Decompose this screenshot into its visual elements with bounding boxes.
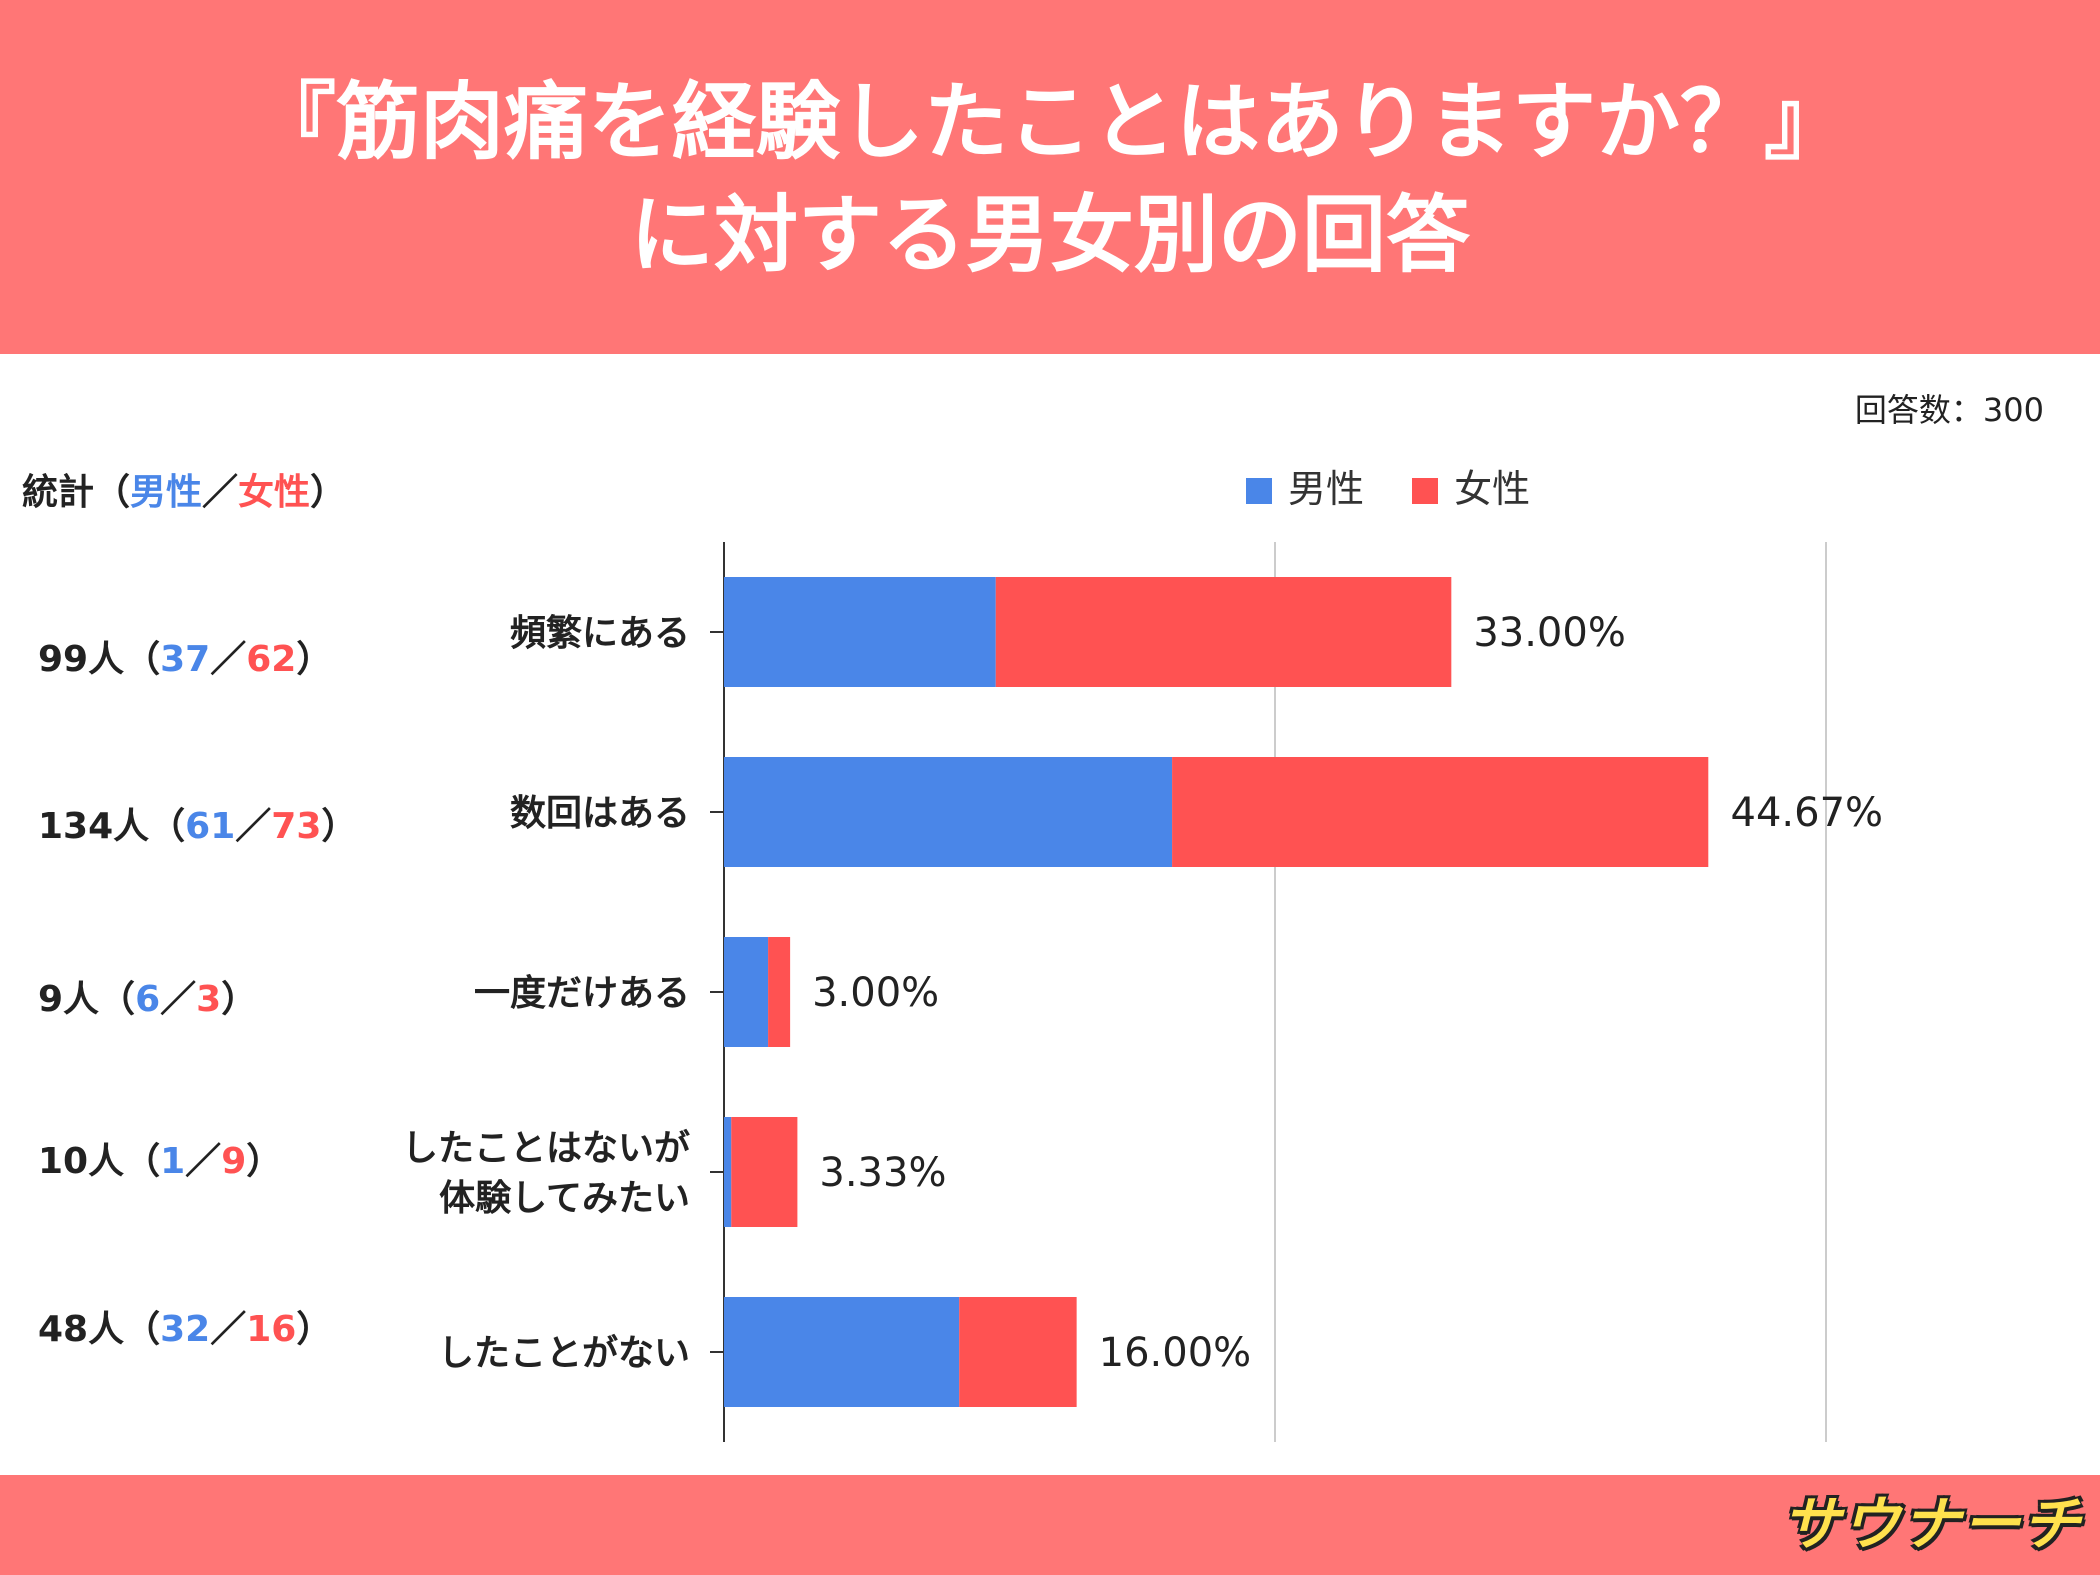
chart-legend: 男性 女性 [1246, 458, 1566, 513]
legend-label-female: 女性 [1454, 467, 1531, 511]
stats-title: 統計（男性／女性） [22, 463, 346, 515]
stats-close: ） [221, 979, 258, 1020]
stats-total: 99人（ [38, 639, 161, 680]
stats-male-count: 6 [135, 979, 161, 1020]
data-label: 3.33% [819, 1150, 946, 1196]
stats-title-prefix: 統計（ [22, 472, 131, 513]
stats-title-separator: ／ [202, 472, 239, 513]
stats-separator: ／ [235, 806, 272, 847]
stats-close: ） [296, 639, 333, 680]
bar-female [731, 1117, 798, 1227]
stats-separator: ／ [210, 639, 247, 680]
page-title-line2: に対する男女別の回答 [629, 186, 1470, 284]
stats-female-count: 16 [246, 1309, 297, 1350]
bar-male [724, 937, 769, 1047]
stats-male-count: 61 [185, 806, 236, 847]
legend-item-female: 女性 [1412, 458, 1530, 513]
stats-total: 9人（ [38, 979, 136, 1020]
legend-swatch-male [1246, 478, 1272, 504]
category-label: 数回はある [510, 793, 690, 834]
bar-female [768, 937, 791, 1047]
legend-swatch-female [1412, 478, 1439, 504]
category-label: 体験してみたい [439, 1178, 690, 1219]
stats-title-female: 女性 [238, 472, 311, 513]
stats-row: 10人（1／9） [38, 1132, 282, 1184]
stats-close: ） [246, 1141, 283, 1182]
page-title-line1: 『筋肉痛を経験したことはありますか？』 [251, 73, 1848, 171]
stats-separator: ／ [160, 979, 197, 1020]
stats-total: 10人（ [38, 1141, 161, 1182]
bar-female [995, 577, 1452, 687]
stats-row: 9人（6／3） [38, 970, 257, 1022]
stats-total: 48人（ [38, 1309, 161, 1350]
category-label: したことはないが [402, 1128, 690, 1169]
data-label: 33.00% [1473, 610, 1626, 656]
legend-item-male: 男性 [1246, 458, 1364, 513]
bar-male [724, 1117, 732, 1227]
stats-separator: ／ [185, 1141, 222, 1182]
stats-female-count: 73 [271, 806, 322, 847]
category-label: 頻繁にある [510, 613, 690, 654]
stats-row: 99人（37／62） [38, 630, 332, 682]
bar-female [1172, 757, 1709, 867]
stats-male-count: 37 [160, 639, 211, 680]
stats-female-count: 3 [196, 979, 222, 1020]
category-label: 一度だけある [474, 973, 690, 1014]
data-label: 16.00% [1099, 1330, 1252, 1376]
stats-female-count: 9 [221, 1141, 247, 1182]
stats-total: 134人（ [38, 806, 186, 847]
data-label: 3.00% [812, 970, 939, 1016]
bar-male [724, 1297, 960, 1407]
stats-row: 134人（61／73） [38, 797, 357, 849]
bar-male [724, 577, 996, 687]
header-banner: 『筋肉痛を経験したことはありますか？』 に対する男女別の回答 [0, 0, 2100, 354]
stats-female-count: 62 [246, 639, 297, 680]
sauna-logo: サウナーチ [1782, 1490, 2083, 1558]
data-label: 44.67% [1731, 790, 1884, 836]
legend-label-male: 男性 [1288, 467, 1365, 511]
stats-male-count: 32 [160, 1309, 211, 1350]
bar-male [724, 757, 1173, 867]
stats-separator: ／ [210, 1309, 247, 1350]
stats-male-count: 1 [160, 1141, 186, 1182]
stats-close: ） [296, 1309, 333, 1350]
stats-title-suffix: ） [310, 472, 347, 513]
stats-title-male: 男性 [130, 472, 203, 513]
stats-close: ） [321, 806, 358, 847]
category-label: したことがない [438, 1333, 690, 1374]
stats-row: 48人（32／16） [38, 1300, 332, 1352]
response-count: 回答数：300 [1854, 391, 2044, 429]
footer-banner [0, 1475, 2100, 1575]
bar-female [959, 1297, 1077, 1407]
